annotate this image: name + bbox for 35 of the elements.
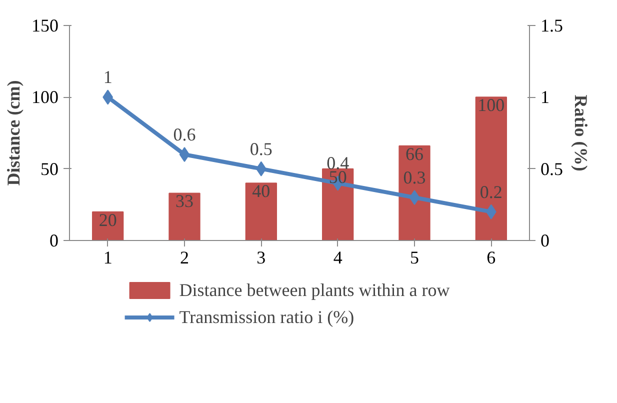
y-tick-label: 50 [40, 158, 58, 179]
point [179, 147, 190, 162]
y-tick-label: 100 [32, 87, 58, 108]
data-label: 100 [478, 95, 505, 116]
data-label: 0.6 [173, 124, 196, 144]
x-tick-label: 2 [180, 248, 189, 268]
y-tick-label: 150 [32, 16, 58, 36]
bar [168, 192, 200, 240]
data-label: 33 [176, 191, 194, 212]
x-tick-label: 6 [486, 248, 496, 268]
x-tick-label: 3 [256, 248, 266, 268]
x-tick-label: 5 [410, 248, 419, 268]
bar [322, 168, 354, 240]
y2-tick-label: 1 [540, 87, 550, 108]
data-label: 66 [406, 144, 424, 164]
bar [475, 96, 507, 240]
y-tick-label: 0 [50, 230, 58, 250]
point [409, 190, 420, 205]
y2-tick-label: 0 [540, 230, 550, 250]
x-tick-label: 1 [103, 248, 112, 268]
data-label: 0.5 [250, 138, 272, 159]
y2-tick-label: 0.5 [540, 158, 563, 179]
bar [398, 145, 430, 240]
data-label: 20 [98, 210, 117, 230]
data-label: 1 [103, 67, 112, 88]
data-label: 0.3 [403, 168, 426, 188]
y-axis-title: Distance (cm) [4, 80, 24, 186]
y2-axis-title: Ratio (%) [571, 94, 591, 172]
x-tick-label: 4 [333, 248, 342, 268]
y2-tick-label: 1.5 [540, 16, 563, 36]
data-label: 40 [252, 181, 270, 202]
legend-label: Distance between plants within a row [179, 280, 450, 300]
bar [245, 182, 277, 240]
data-label: 0.2 [480, 182, 502, 202]
legend-label: Transmission ratio i (%) [179, 306, 354, 328]
